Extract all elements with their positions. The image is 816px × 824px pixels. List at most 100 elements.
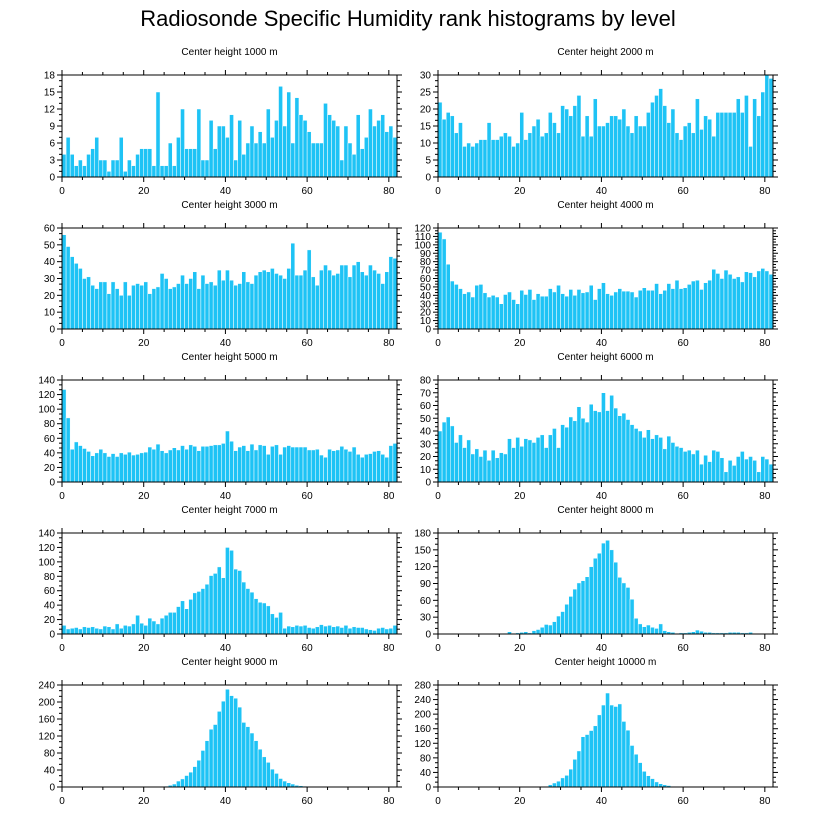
histogram-bar [196, 759, 202, 788]
histogram-bar [82, 165, 87, 178]
histogram-bar [658, 88, 663, 178]
histogram-bar [200, 750, 206, 788]
histogram-bar [703, 454, 708, 483]
histogram-bar [364, 137, 369, 178]
histogram-bar [204, 159, 210, 178]
histogram-bar [633, 115, 639, 178]
histogram-bar [368, 453, 373, 483]
histogram-bar [727, 274, 733, 330]
histogram-bar [106, 171, 112, 178]
chart-panel-10: Center height 10000 m 0 20 40 60 80 0 40 80 120 16… [414, 657, 778, 807]
histogram-bar [306, 627, 312, 635]
histogram-bar [266, 271, 271, 330]
chart-panel-7: Center height 7000 m 0 20 40 60 80 0 20 40 60 80 10… [38, 505, 402, 654]
histogram-bar [650, 290, 655, 330]
histogram-bar [229, 695, 234, 788]
y-tick-label: 200 [414, 710, 431, 721]
histogram-bar [176, 137, 181, 178]
plot-frame [61, 379, 398, 483]
x-tick-label: 40 [220, 796, 232, 807]
histogram-bar [380, 283, 385, 330]
chart-panel-4: Center height 4000 m0 20 40 60 8001020304050… [414, 200, 778, 349]
histogram-bar [102, 159, 108, 178]
histogram-bar [294, 274, 300, 330]
histogram-bar [625, 587, 631, 635]
x-tick-label: 80 [759, 796, 771, 807]
histogram-bar [756, 115, 761, 178]
histogram-bar [98, 159, 104, 178]
histogram-bar [302, 446, 308, 483]
y-tick-label: 90 [420, 249, 432, 260]
y-tick-label: 50 [420, 414, 432, 425]
histogram-bar [597, 552, 602, 635]
histogram-bar [192, 446, 198, 483]
histogram-bar [531, 125, 537, 178]
histogram-bar [298, 114, 304, 178]
histogram-bar [613, 561, 619, 635]
histogram-bar [637, 623, 643, 635]
x-tick-label: 40 [596, 643, 608, 654]
histogram-bar [642, 771, 647, 788]
histogram-bar [445, 112, 451, 178]
histogram-bar [102, 452, 108, 483]
y-tick-label: 120 [38, 390, 55, 401]
y-tick-label: 30 [420, 299, 432, 310]
histogram-bar [364, 274, 369, 330]
histogram-bar [351, 626, 357, 635]
histogram-bar [490, 295, 496, 330]
histogram-bar [613, 115, 619, 178]
histogram-bar [744, 458, 749, 483]
histogram-bar [388, 445, 394, 483]
histogram-bar [82, 626, 87, 635]
histogram-bar [147, 617, 153, 635]
y-tick-label: 30 [420, 71, 432, 82]
y-tick-label: 90 [420, 579, 432, 590]
histogram-bar [241, 271, 247, 330]
histogram-bar [229, 440, 234, 483]
histogram-bar [249, 443, 255, 483]
histogram-bar [523, 294, 529, 330]
histogram-bar [376, 627, 381, 635]
histogram-bar [61, 154, 67, 178]
histogram-bar [245, 450, 251, 483]
y-tick-label: 80 [44, 749, 56, 760]
histogram-bar [723, 471, 729, 483]
y-tick-label: 50 [420, 282, 432, 293]
histogram-bar [315, 448, 320, 483]
x-tick-label: 40 [220, 491, 232, 502]
histogram-bar [548, 434, 553, 483]
histogram-bar [450, 425, 455, 483]
histogram-bar [560, 424, 565, 483]
y-tick-label: 18 [44, 71, 56, 82]
histogram-bar [552, 291, 557, 330]
histogram-bar [253, 449, 259, 483]
histogram-bar [744, 271, 749, 330]
y-tick-label: 10 [44, 308, 56, 319]
histogram-bar [331, 120, 336, 178]
histogram-bar [568, 768, 574, 788]
x-tick-label: 80 [759, 338, 771, 349]
x-tick-label: 40 [596, 186, 608, 197]
histogram-bar [331, 274, 336, 330]
histogram-bar [290, 446, 296, 483]
histogram-bar [364, 454, 369, 483]
histogram-bar [147, 446, 153, 483]
y-tick-label: 50 [44, 240, 56, 251]
y-tick-label: 40 [44, 766, 56, 777]
histogram-bar [629, 291, 635, 330]
histogram-bar [380, 114, 385, 178]
histogram-bar [78, 159, 83, 178]
histogram-bar [180, 108, 185, 178]
histogram-bar [458, 288, 463, 330]
histogram-bar [196, 591, 202, 635]
histogram-bar [286, 625, 292, 635]
histogram-bar [674, 446, 680, 483]
histogram-bar [756, 471, 761, 483]
histogram-bar [621, 412, 627, 483]
histogram-bar [351, 446, 357, 483]
y-tick-label: 30 [44, 274, 56, 285]
y-tick-label: 9 [49, 122, 55, 133]
histogram-bar [580, 292, 586, 330]
y-tick-label: 40 [420, 768, 432, 779]
histogram-bar [159, 165, 165, 178]
